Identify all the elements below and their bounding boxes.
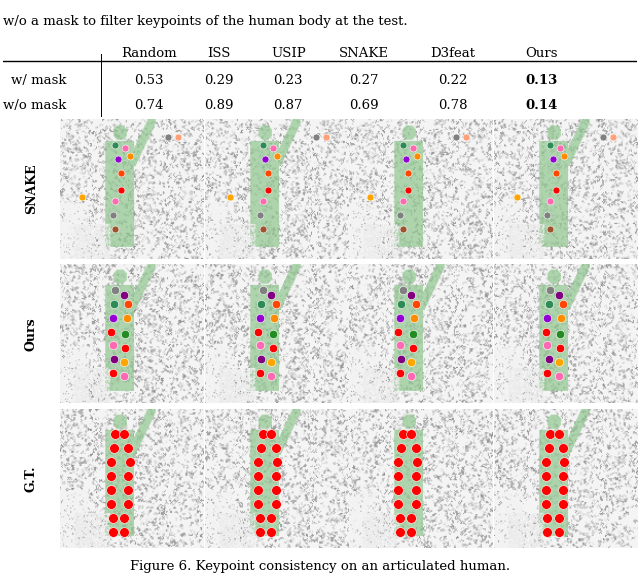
Text: SNAKE: SNAKE	[339, 47, 389, 60]
Text: SNAKE: SNAKE	[25, 163, 38, 214]
Text: w/o mask: w/o mask	[3, 99, 67, 112]
Text: 0.14: 0.14	[525, 99, 558, 112]
Text: USIP: USIP	[271, 47, 306, 60]
Text: 0.74: 0.74	[134, 99, 164, 112]
Text: 0.53: 0.53	[134, 74, 164, 87]
Text: 0.29: 0.29	[204, 74, 234, 87]
Text: Figure 6. Keypoint consistency on an articulated human.: Figure 6. Keypoint consistency on an art…	[130, 560, 510, 573]
Text: G.T.: G.T.	[25, 465, 38, 492]
Text: D3feat: D3feat	[431, 47, 476, 60]
Text: 0.87: 0.87	[273, 99, 303, 112]
Text: Ours: Ours	[25, 317, 38, 350]
Text: w/ mask: w/ mask	[11, 74, 67, 87]
Text: 0.27: 0.27	[349, 74, 379, 87]
Text: 0.89: 0.89	[204, 99, 234, 112]
Text: w/o a mask to filter keypoints of the human body at the test.: w/o a mask to filter keypoints of the hu…	[3, 15, 408, 28]
Text: Ours: Ours	[525, 47, 558, 60]
Text: 0.22: 0.22	[438, 74, 468, 87]
Text: Random: Random	[121, 47, 177, 60]
Text: ISS: ISS	[207, 47, 230, 60]
Text: 0.23: 0.23	[273, 74, 303, 87]
Text: 0.13: 0.13	[525, 74, 558, 87]
Text: 0.69: 0.69	[349, 99, 379, 112]
Text: 0.78: 0.78	[438, 99, 468, 112]
